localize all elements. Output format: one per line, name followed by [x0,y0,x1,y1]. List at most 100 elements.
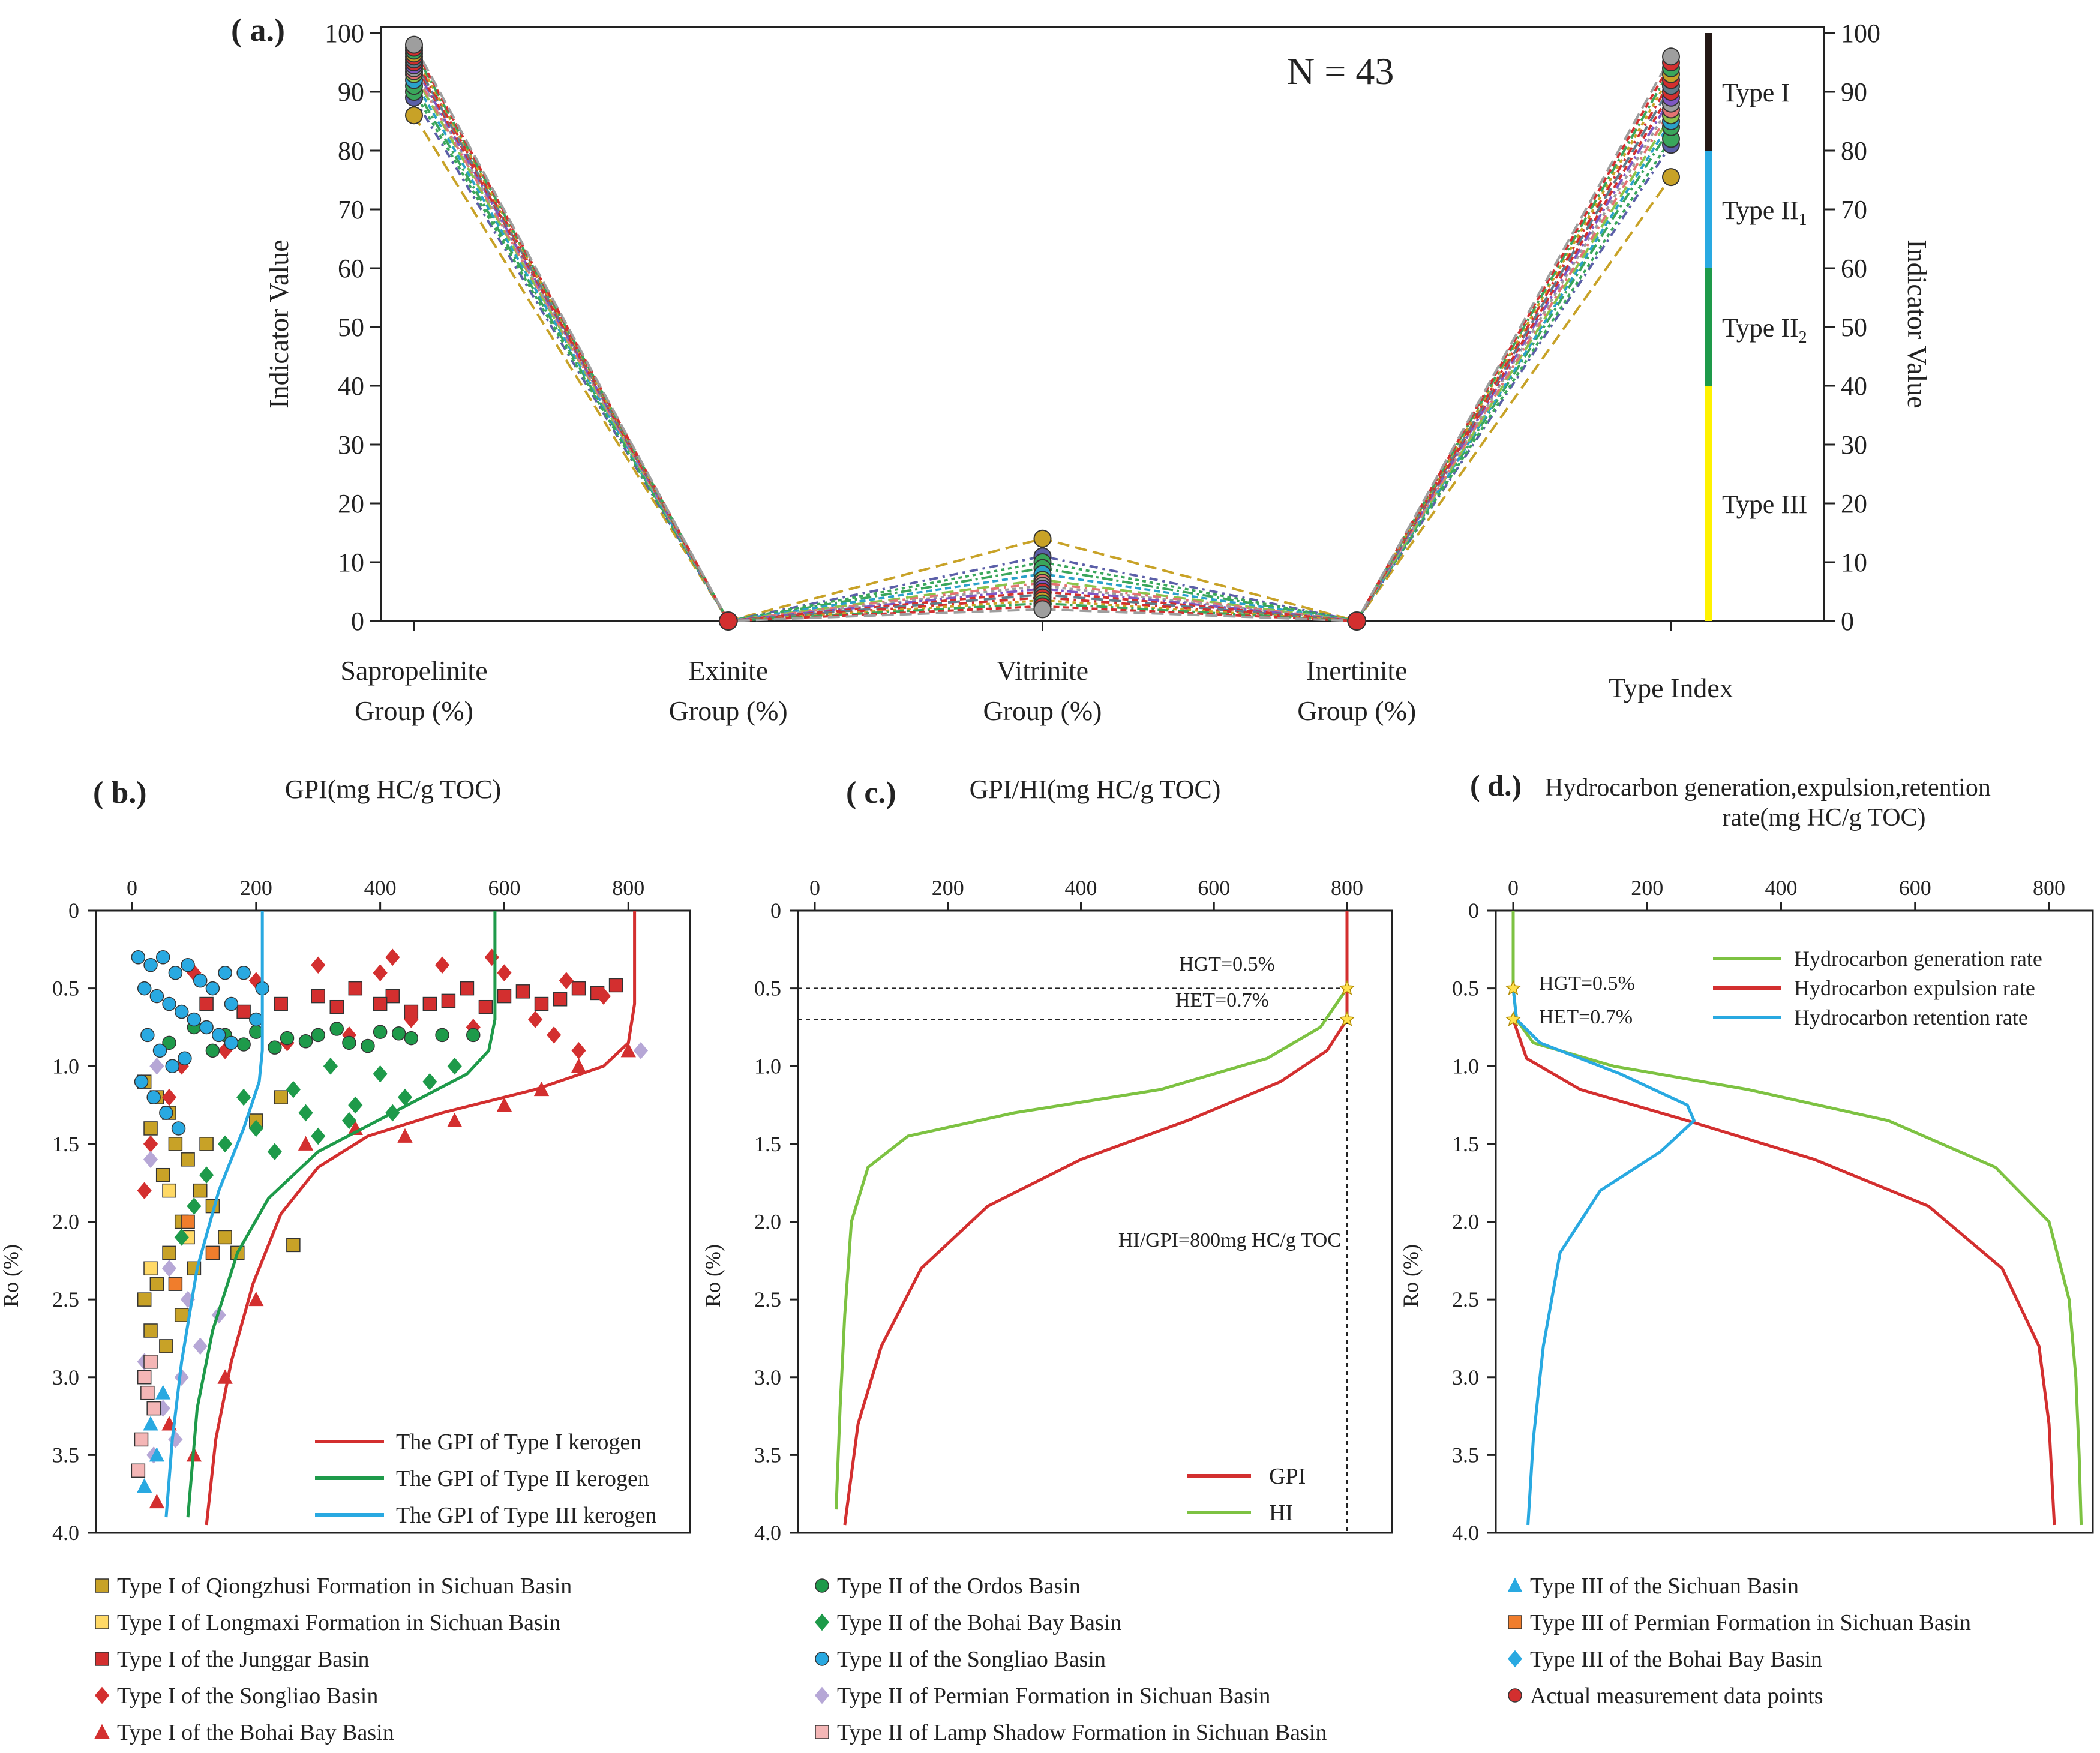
xtick-label: 600 [488,876,520,900]
ytick-label: 2.5 [52,1287,79,1311]
scatter-point [447,1057,462,1075]
scatter-point [155,950,170,965]
ytick-label-right: 80 [1841,136,1867,166]
scatter-point [373,996,388,1011]
scatter-point [391,1026,406,1041]
ytick-label: 2.5 [1452,1287,1479,1311]
scatter-point [274,1090,288,1104]
xtick-label: 800 [612,876,644,900]
scatter-point [218,1230,232,1245]
legend-entry: Type II of Lamp Shadow Formation in Sich… [837,1720,1327,1745]
type-band-label: Type II2 [1722,313,1807,347]
ytick-label: 1.0 [1452,1054,1479,1078]
legend-entry: Type II of Permian Formation in Sichuan … [837,1683,1270,1709]
series-line [413,44,1672,623]
legend-marker [1508,1615,1522,1629]
scatter-point [143,1261,158,1276]
scatter-point [236,1088,251,1106]
ytick-label: 3.5 [52,1443,79,1467]
scatter-point [385,989,400,1004]
legend-entry: Type I of the Junggar Basin [117,1647,370,1672]
legend-entry: Type III of the Bohai Bay Basin [1530,1647,1822,1672]
ytick-label-right: 50 [1841,313,1867,342]
legend-label: Hydrocarbon expulsion rate [1794,976,2035,1000]
ytick-label-left: 60 [338,254,364,283]
scatter-point [134,1074,149,1089]
legend-marker [94,1724,110,1739]
xtick-label: 200 [1631,876,1663,900]
scatter-point [422,996,437,1011]
scatter-point [547,1026,562,1044]
scatter-point [178,1051,192,1066]
ytick-label: 0.5 [754,977,781,1001]
panel-title-c: GPI/HI(mg HC/g TOC) [970,775,1221,804]
xtick-label: 200 [932,876,964,900]
scatter-point [478,999,493,1014]
scatter-point [140,1028,155,1043]
ytick-label-left: 100 [325,19,364,48]
xtick-label: 200 [240,876,272,900]
type-band-label: Type I [1722,78,1790,107]
xtick-label: 800 [2033,876,2065,900]
scatter-point [484,948,499,966]
scatter-point [161,1088,177,1106]
scatter-point [218,1135,233,1153]
scatter-point [268,1040,282,1055]
ytick-label: 2.0 [52,1210,79,1234]
scatter-point [571,1058,587,1073]
series-line [413,70,1672,623]
scatter-point [149,1057,164,1075]
data-point [1347,611,1367,631]
scatter-point [286,1238,301,1253]
gpi-curve [164,911,264,1518]
legend-marker [815,1725,829,1739]
ytick-label-left: 50 [338,313,364,342]
legend-label: The GPI of Type III kerogen [396,1503,657,1528]
legend-entry: Type III of Permian Formation in Sichuan… [1530,1610,1971,1635]
scatter-point [553,992,568,1007]
scatter-point [143,1151,158,1169]
data-point [1033,600,1052,619]
ytick-label: 3.0 [1452,1365,1479,1389]
category-label: Type Index [1609,673,1733,703]
scatter-point [199,1166,214,1184]
legend-marker [94,1686,110,1704]
panel-c: 0 200 400 600 800 0 0.5 1.0 1.5 2.0 2.5 3.0 3.5 4.0 Ro… [701,775,1393,1545]
scatter-point [193,1337,208,1355]
scatter-point [143,1135,158,1153]
ytick-label: 4.0 [1452,1521,1479,1545]
scatter-point [162,1035,176,1050]
scatter-point [137,1370,152,1385]
ytick-label: 1.5 [1452,1132,1479,1156]
scatter-point [168,965,183,980]
scatter-point [633,1042,649,1059]
annotation-hgt: HGT=0.5% [1179,953,1275,975]
ytick-label-right: 100 [1841,19,1880,48]
scatter-point [146,1090,161,1104]
scatter-point [149,989,164,1004]
legend-marker [815,1652,829,1666]
series-line-gpi [843,911,1349,1526]
ytick-label: 4.0 [754,1521,781,1545]
panel-title-d-line2: rate(mg HC/g TOC) [1722,804,1925,832]
scatter-point [596,987,611,1005]
scatter-point [404,1031,419,1046]
legend-label: Hydrocarbon generation rate [1794,947,2042,971]
panel-b: 0 200 400 600 800 0 0.5 1.0 1.5 2.0 2.5 3.0 3.5 4.0 Ro… [0,775,691,1545]
type-band-label: Type II1 [1722,196,1807,229]
category-label: Inertinite [1306,655,1408,686]
scatter-point [248,1119,263,1137]
ytick-label-left: 40 [338,371,364,401]
scatter-point [159,1339,173,1353]
xtick-label: 0 [1508,876,1519,900]
data-point [1662,47,1680,66]
ytick-label: 3.0 [52,1365,79,1389]
scatter-point [193,1183,208,1198]
scatter-point [181,1152,195,1167]
ytick-label: 2.0 [1452,1210,1479,1234]
legend-entry: Type III of the Sichuan Basin [1530,1574,1799,1599]
scatter-point [373,964,388,981]
scatter-point [534,996,549,1011]
scatter-point [236,1004,251,1019]
ylabel: Ro (%) [701,1244,725,1307]
